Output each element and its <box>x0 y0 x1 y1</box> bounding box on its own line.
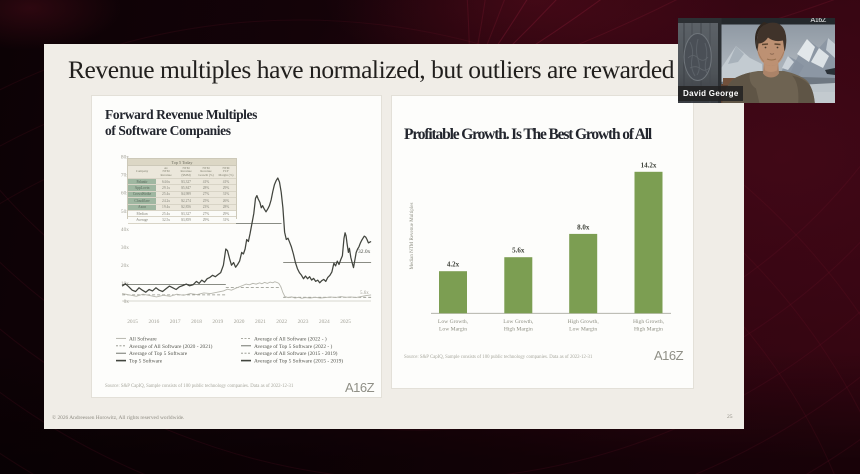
svg-text:40x: 40x <box>121 227 129 233</box>
svg-text:2023: 2023 <box>298 319 309 325</box>
svg-text:Low Margin: Low Margin <box>569 327 597 333</box>
svg-text:2021: 2021 <box>255 319 266 325</box>
svg-text:4.2x: 4.2x <box>447 261 460 269</box>
svg-text:Top 5 Software: Top 5 Software <box>129 358 163 365</box>
svg-text:30x: 30x <box>121 245 129 251</box>
svg-text:2018: 2018 <box>191 319 202 325</box>
svg-text:5.6x: 5.6x <box>512 247 525 255</box>
svg-text:80x: 80x <box>121 155 129 161</box>
svg-text:2015: 2015 <box>127 319 138 325</box>
svg-text:70x: 70x <box>121 173 129 179</box>
svg-text:Average of Top 5 Software (201: Average of Top 5 Software (2015 - 2019) <box>254 358 343 365</box>
svg-text:Low Growth,: Low Growth, <box>503 319 534 325</box>
svg-text:50x: 50x <box>121 209 129 215</box>
svg-text:Average of Top 5 Software: Average of Top 5 Software <box>129 350 188 357</box>
svg-text:High Margin: High Margin <box>504 327 533 333</box>
svg-text:20x: 20x <box>121 263 129 269</box>
svg-text:2020: 2020 <box>234 319 245 325</box>
svg-text:2019: 2019 <box>212 319 223 325</box>
svg-text:2022: 2022 <box>276 319 287 325</box>
svg-text:Low Growth,: Low Growth, <box>438 319 469 325</box>
svg-text:Average of All Software (2015: Average of All Software (2015 - 2019) <box>254 350 338 357</box>
svg-text:32.0x: 32.0x <box>358 249 371 255</box>
svg-text:2017: 2017 <box>170 319 181 325</box>
svg-text:2016: 2016 <box>149 319 160 325</box>
svg-text:8.0x: 8.0x <box>577 223 590 231</box>
svg-text:Average of All Software (2020: Average of All Software (2020 - 2021) <box>129 343 213 350</box>
svg-text:14.2x: 14.2x <box>641 161 657 169</box>
svg-text:Low Margin: Low Margin <box>439 327 467 333</box>
svg-text:All Software: All Software <box>129 335 157 342</box>
svg-text:Median NTM Revenue Multiples: Median NTM Revenue Multiples <box>410 203 415 270</box>
svg-text:Average of All Software (2022: Average of All Software (2022 - ) <box>254 335 327 342</box>
svg-text:2024: 2024 <box>319 319 330 325</box>
svg-text:High Growth,: High Growth, <box>568 319 600 325</box>
svg-text:5.6x: 5.6x <box>360 291 369 296</box>
svg-text:Average of Top 5 Software (202: Average of Top 5 Software (2022 - ) <box>254 343 333 350</box>
svg-text:High Margin: High Margin <box>634 327 663 333</box>
svg-text:2025: 2025 <box>340 319 351 325</box>
svg-text:0x: 0x <box>124 299 130 305</box>
svg-text:High Growth,: High Growth, <box>633 319 665 325</box>
svg-text:60x: 60x <box>121 191 129 197</box>
